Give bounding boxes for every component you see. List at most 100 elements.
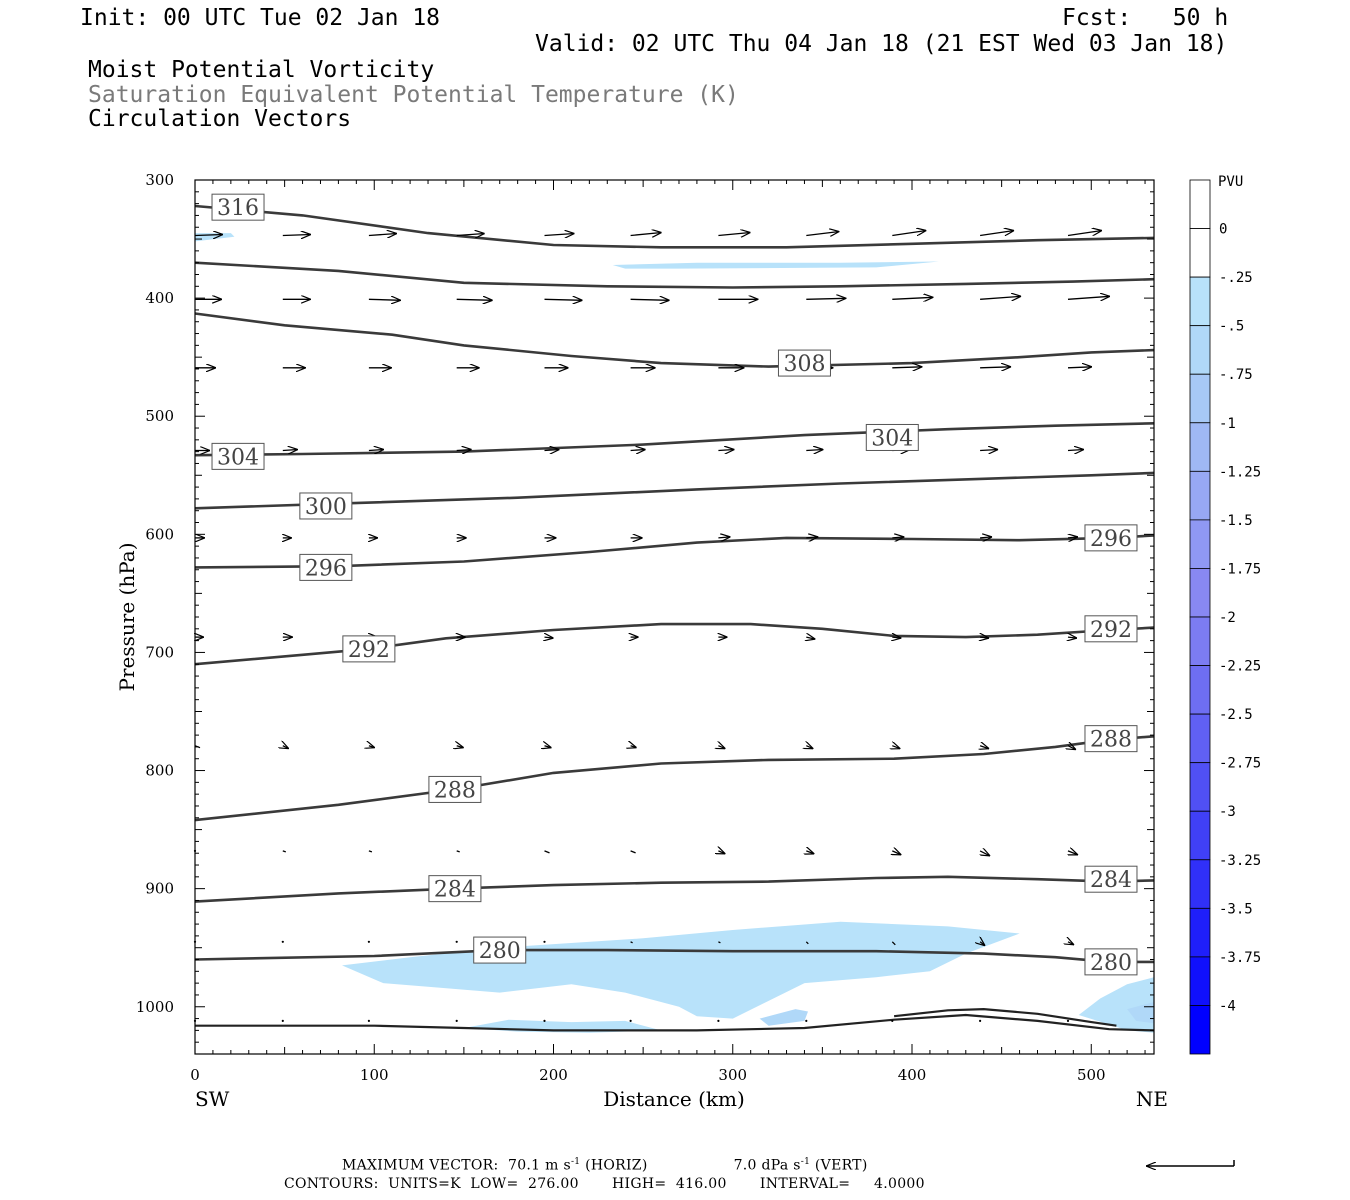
- svg-text:292: 292: [1090, 618, 1132, 643]
- vector-8-4: [543, 940, 546, 943]
- vector-5-7: [806, 637, 815, 639]
- vector-4-8: [892, 537, 904, 538]
- vector-3-4: [544, 450, 560, 451]
- vector-6-8: [892, 746, 900, 749]
- y-tick-label: 900: [145, 880, 174, 898]
- colorbar-units: PVU: [1218, 174, 1243, 190]
- vector-3-5: [630, 450, 646, 451]
- vector-0-4: [544, 234, 575, 236]
- colorbar-segment: [1189, 762, 1211, 812]
- svg-text:288: 288: [1090, 728, 1132, 753]
- vector-3-2: [368, 450, 384, 451]
- vector-6-2: [369, 746, 375, 748]
- vector-6-10: [1068, 746, 1076, 750]
- svg-text:284: 284: [434, 878, 476, 903]
- vector-7-10: [1068, 851, 1078, 856]
- contour-label-280: 280: [1084, 948, 1138, 976]
- vector-9-1: [281, 1019, 284, 1023]
- vector-0-2: [368, 234, 397, 236]
- x-tick-label: 200: [539, 1066, 568, 1084]
- colorbar-label: -1.75: [1219, 561, 1261, 577]
- vector-1-10: [1067, 296, 1110, 299]
- vector-6-7: [806, 746, 813, 749]
- contour-labels: 316 308 304 304 300 296 296 292 292 288 288 284 284 2…: [211, 193, 1138, 976]
- pv-region-1: [612, 261, 939, 269]
- surface-line-1: [893, 1007, 1117, 1027]
- svg-text:296: 296: [1090, 527, 1132, 552]
- colorbar-label: -3.75: [1219, 950, 1261, 966]
- vector-7-4: [544, 850, 550, 854]
- vector-0-6: [718, 233, 750, 236]
- vector-8-10: [1068, 942, 1074, 945]
- vector-4-6: [718, 537, 730, 538]
- colorbar-label: -1.5: [1219, 513, 1253, 529]
- svg-text:304: 304: [217, 445, 259, 470]
- forecast-hour: Fcst: 50 h: [1062, 5, 1229, 31]
- colorbar-segment: [1189, 470, 1211, 521]
- vector-8-3: [455, 940, 458, 943]
- vector-5-8: [892, 637, 901, 638]
- colorbar-segment: [1189, 373, 1211, 424]
- vector-6-4: [545, 746, 552, 748]
- colorbar-label: -3: [1219, 804, 1236, 820]
- vector-3-9: [980, 450, 998, 451]
- contour-284: [194, 875, 1155, 903]
- vector-7-6: [718, 851, 725, 854]
- vector-3-1: [282, 450, 298, 451]
- vector-8-6: [718, 941, 721, 944]
- pv-region-2: [342, 921, 1020, 1019]
- colorbar-label: -3.25: [1219, 853, 1261, 869]
- vector-3-7: [806, 450, 823, 451]
- valid-time: Valid: 02 UTC Thu 04 Jan 18 (21 EST Wed …: [535, 31, 1228, 57]
- colorbar-label: -3.5: [1219, 901, 1253, 917]
- contour-280: [194, 948, 1154, 964]
- colorbar-segment: [1189, 713, 1211, 764]
- vector-0-10: [1067, 231, 1102, 237]
- plot-axes: 300 400 500 600 700 800 900 1000 0 100 200 300 400 50…: [115, 171, 1168, 1111]
- colorbar-segment: [1189, 568, 1211, 618]
- field-theta-es: Saturation Equivalent Potential Temperat…: [88, 82, 739, 108]
- vector-7-7: [806, 851, 814, 854]
- colorbar-segment: [1189, 616, 1211, 666]
- vector-8-8: [891, 941, 896, 946]
- pv-region-5: [759, 1009, 808, 1026]
- contour-label-292: 292: [1084, 615, 1138, 643]
- vector-7-2: [368, 850, 373, 853]
- contour-308: [194, 312, 1155, 368]
- vector-6-9: [980, 746, 989, 749]
- contour-label-296: 296: [1084, 524, 1138, 552]
- vector-7-8: [892, 851, 901, 855]
- vector-0-1: [282, 235, 311, 236]
- vector-3-6: [718, 450, 734, 451]
- colorbar-segment: [1189, 325, 1211, 375]
- vector-1-7: [806, 298, 846, 299]
- pv-region-6: [1127, 1002, 1154, 1024]
- colorbar-segment: [1189, 956, 1211, 1006]
- colorbar-label: -.75: [1219, 367, 1253, 383]
- pv-shading: [195, 233, 1154, 1033]
- svg-text:280: 280: [479, 939, 521, 964]
- vector-1-5: [630, 299, 670, 300]
- vector-9-5: [629, 1019, 632, 1023]
- colorbar-label: -.5: [1219, 319, 1244, 335]
- y-tick-label: 600: [145, 525, 174, 543]
- svg-text:316: 316: [217, 196, 259, 221]
- colorbar-segment: [1189, 810, 1211, 861]
- contour-label-304: 304: [865, 423, 919, 451]
- x-tick-label: 300: [718, 1066, 747, 1084]
- vector-7-9: [980, 851, 990, 856]
- contour-296: [194, 534, 1155, 569]
- vector-1-2: [368, 299, 401, 300]
- colorbar-segment: [1189, 519, 1211, 569]
- pv-colorbar: PVU 0 -.25 -.5 -.75 -1 -1.25 -1.5 -1.75 -2 -2.25 -2…: [1189, 174, 1261, 1055]
- colorbar-segment: [1189, 179, 1211, 229]
- x-tick-label: 0: [190, 1066, 200, 1084]
- svg-text:300: 300: [305, 495, 347, 520]
- x-tick-label: 100: [360, 1066, 389, 1084]
- theta-es-contours: [194, 204, 1155, 1032]
- svg-text:280: 280: [1090, 951, 1132, 976]
- y-axis-title: Pressure (hPa): [115, 543, 139, 692]
- contour-label-304: 304: [211, 442, 265, 470]
- vector-0-9: [980, 231, 1014, 237]
- svg-text:284: 284: [1090, 868, 1132, 893]
